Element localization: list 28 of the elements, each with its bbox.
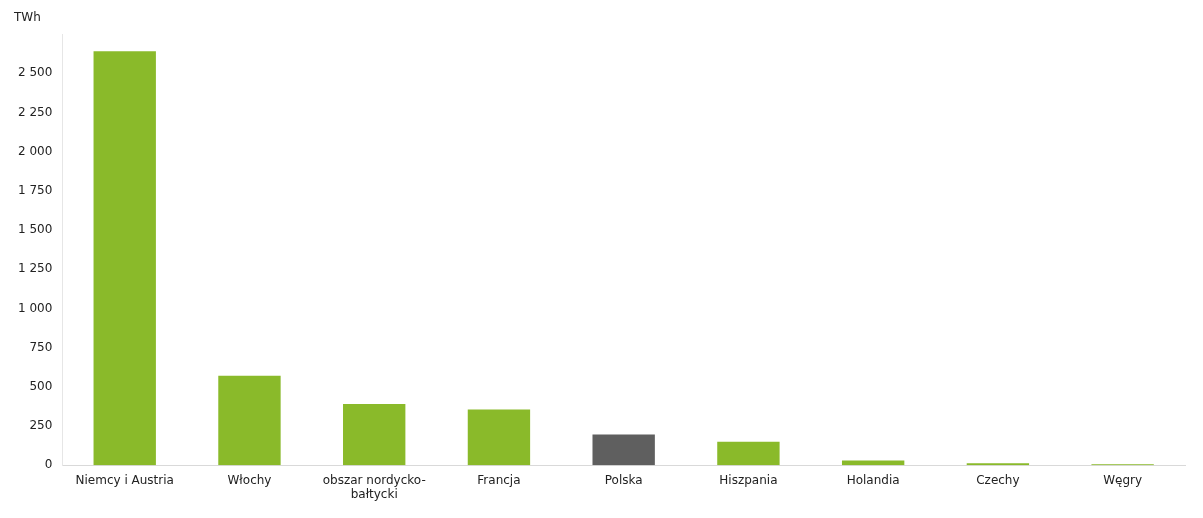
y-tick-label: 250 xyxy=(29,418,53,433)
bar xyxy=(841,460,905,466)
x-tick-label: obszar nordycko-bałtycki xyxy=(322,472,426,501)
x-tick-label: Włochy xyxy=(227,472,272,487)
y-tick-label: 2 500 xyxy=(17,65,53,80)
y-tick-label: 1 250 xyxy=(17,261,53,276)
bar xyxy=(467,409,531,466)
x-tick-label: Hiszpania xyxy=(719,472,778,487)
bar xyxy=(93,51,156,466)
y-tick-label: 1 500 xyxy=(17,222,53,237)
y-tick-label: 2 000 xyxy=(17,143,53,158)
y-tick-label: 750 xyxy=(29,339,53,354)
bar xyxy=(218,375,281,466)
y-tick-label: 2 250 xyxy=(17,104,53,119)
y-tick-label: 500 xyxy=(29,378,53,393)
x-tick-label: Polska xyxy=(604,472,643,487)
x-tick-label: Holandia xyxy=(846,472,900,487)
x-tick-label: Węgry xyxy=(1103,472,1143,487)
x-tick-label: Czechy xyxy=(976,472,1020,487)
x-tick-label: Niemcy i Austria xyxy=(75,472,174,487)
y-tick-label: 0 xyxy=(44,457,53,472)
bar xyxy=(717,441,780,466)
y-tick-label: 1 000 xyxy=(17,300,53,315)
y-tick-label: 1 750 xyxy=(17,182,53,197)
bar xyxy=(592,434,655,466)
bar xyxy=(343,404,406,466)
x-tick-label: Francja xyxy=(477,472,521,487)
y-axis-title: TWh xyxy=(13,10,41,25)
